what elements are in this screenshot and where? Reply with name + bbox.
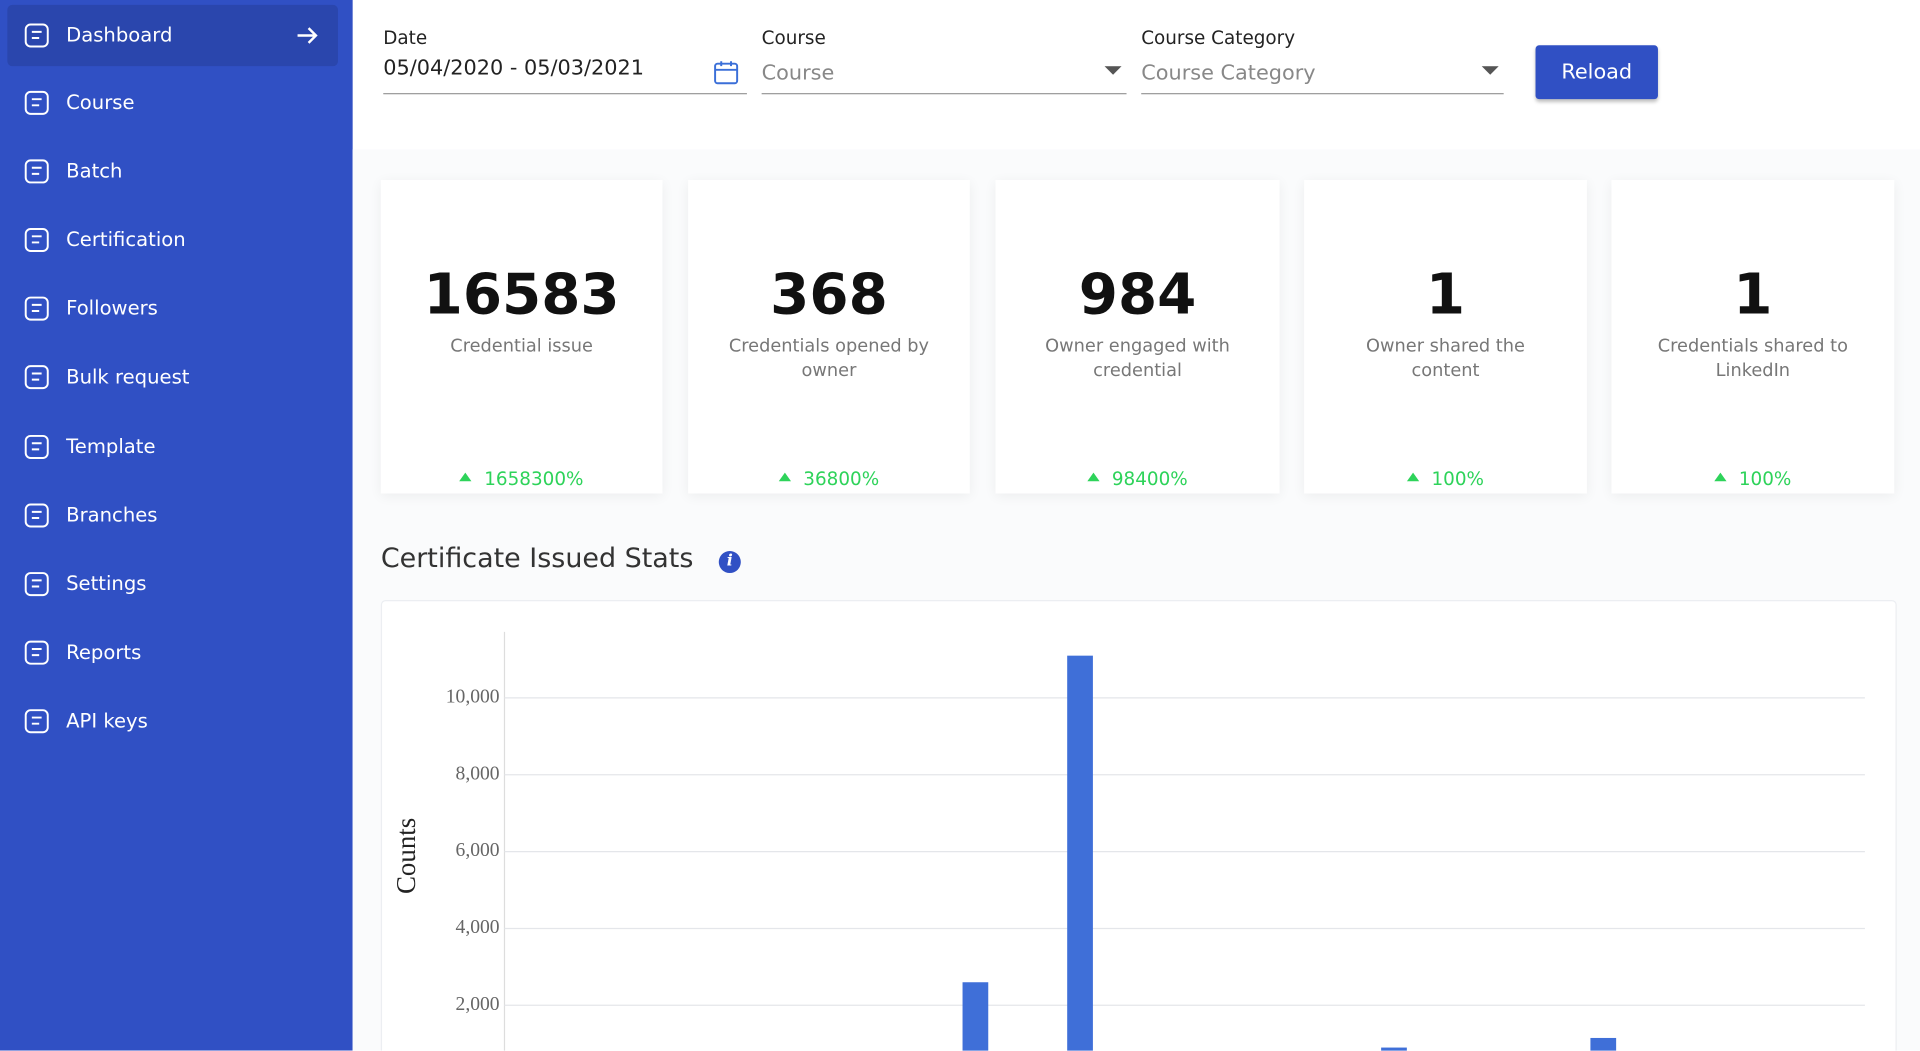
arrow-icon [297,27,318,44]
stat-change: 100% [1304,467,1587,490]
stat-card: 984 Owner engaged with credential 98400% [995,180,1280,494]
chart: Counts 2,000 4,000 6,000 8,000 10,000 [391,631,1865,1051]
nav-item[interactable]: Branches [7,485,338,546]
nav-icon [24,640,49,665]
bar [1590,1037,1617,1051]
y-tick-label: 6,000 [456,840,500,861]
nav-item[interactable]: Followers [7,278,338,339]
y-tick-label: 10,000 [446,686,500,707]
nav-label: Settings [66,571,147,596]
y-tick-label: 4,000 [456,917,500,938]
nav-label: Branches [66,503,158,527]
chart-card: Counts 2,000 4,000 6,000 8,000 10,000 [380,600,1897,1051]
nav-icon [24,296,49,321]
nav-item[interactable]: API keys [7,691,338,752]
nav-icon [24,228,49,253]
nav-label: Template [66,434,156,458]
stat-change: 100% [1611,467,1894,490]
stat-value: 16583 [423,260,620,327]
dropdown-arrow[interactable] [1481,66,1499,76]
stat-label: Owner engaged with credential [1045,336,1230,381]
y-tick-label: 2,000 [456,994,500,1015]
filter-label: Date [383,26,428,49]
filter-label: Course [761,26,826,49]
underline [383,93,747,95]
stat-label: Owner shared the content [1366,336,1525,381]
stat-card: 16583 Credential issue 1658300% [380,180,663,494]
nav-item[interactable]: Certification [7,209,338,270]
nav-label: Batch [66,159,123,183]
nav-label: Reports [66,640,142,664]
nav-icon [24,365,49,390]
stat-label: Credentials shared to LinkedIn [1657,336,1848,381]
stat-label: Credentials opened by owner [728,336,930,381]
stat-change: 1658300% [381,467,663,490]
nav-label: Bulk request [66,364,190,389]
stat-value: 368 [770,260,888,327]
stat-change: 36800% [688,467,970,490]
reload-button[interactable]: Reload [1535,45,1658,100]
section-title: Certificate Issued Stats [380,543,694,575]
nav-icon [24,90,49,115]
nav-icon [24,23,49,48]
category-select[interactable]: Course Category [1141,61,1316,86]
nav-item[interactable]: Bulk request [7,347,338,408]
date-range[interactable]: 05/04/2020 - 05/03/2021 [383,56,644,81]
filter-label: Course Category [1141,26,1296,49]
stat-card: 368 Credentials opened by owner 36800% [688,180,970,494]
stat-value: 1 [1733,260,1773,327]
dropdown-arrow[interactable] [1104,66,1122,76]
nav-label: Dashboard [66,23,173,47]
nav-icon [24,159,49,184]
nav-icon [24,709,49,734]
bar [1381,1047,1407,1051]
nav-item[interactable]: Reports [7,622,338,683]
nav-icon [24,503,49,528]
bar [962,982,989,1051]
nav-label: Certification [66,227,186,252]
y-tick-label: 8,000 [456,763,500,784]
stat-card: 1 Credentials shared to LinkedIn 100% [1611,180,1895,494]
nav-label: API keys [66,708,148,733]
stat-change: 98400% [996,467,1280,490]
course-select[interactable]: Course [761,61,835,86]
nav-label: Course [66,90,135,114]
nav-item[interactable]: Settings [7,553,338,614]
nav-item[interactable]: Dashboard [7,4,338,67]
nav-item[interactable]: Course [7,72,338,133]
stat-value: 1 [1425,260,1466,327]
underline [761,93,1127,95]
stat-value: 984 [1078,260,1197,327]
bar [1067,655,1093,1051]
underline [1141,93,1504,95]
nav-icon [24,572,49,597]
nav-icon [24,434,49,459]
info-icon[interactable]: i [718,551,741,574]
nav-item[interactable]: Batch [7,141,338,202]
sidebar: Dashboard Course Batch Certification Followe… [0,0,353,1051]
nav-label: Followers [66,296,158,320]
y-axis-label: Counts [391,818,421,894]
calendar-icon[interactable] [713,59,740,86]
stat-label: Credential issue [450,336,593,357]
nav-item[interactable]: Template [7,416,338,477]
stat-card: 1 Owner shared the content 100% [1304,180,1587,494]
